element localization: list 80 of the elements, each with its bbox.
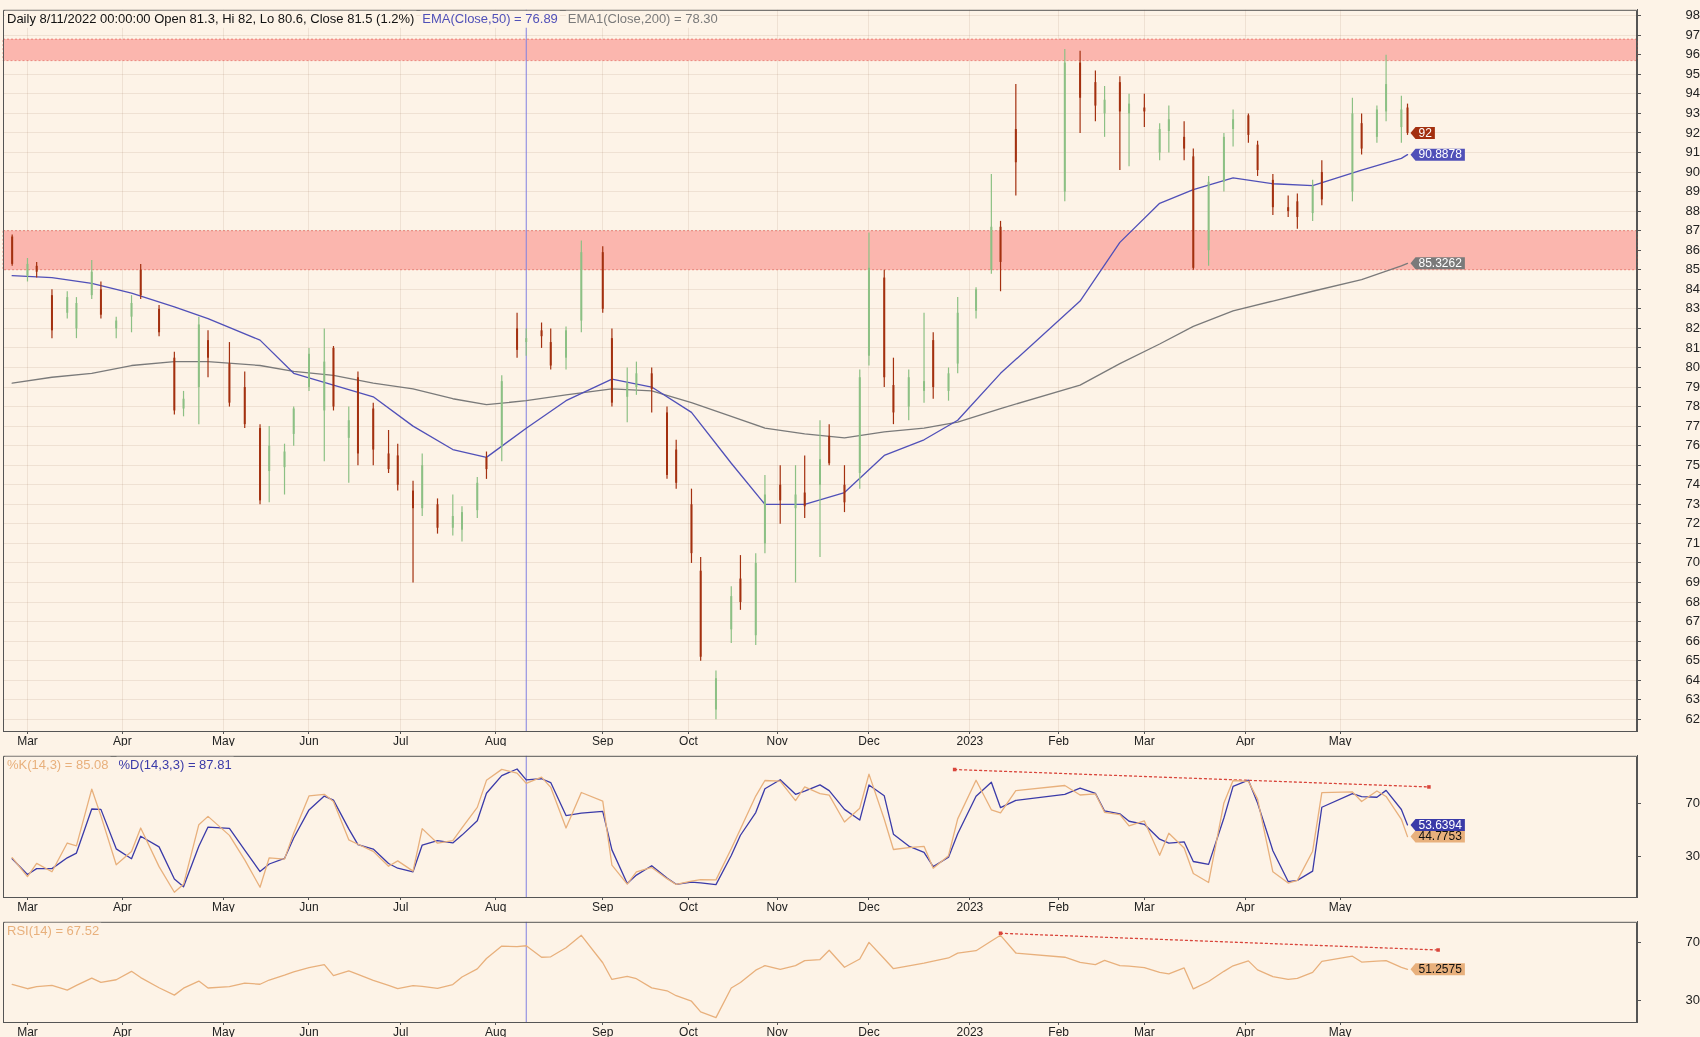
series-label: %K(14,3) = 85.08 [7,756,109,772]
y-tick-label: 70 [1685,554,1700,570]
x-tick-label: Jul [393,733,409,748]
y-tick-label: 30 [1685,991,1700,1007]
y-tick-label: 92 [1685,124,1700,140]
y-tick-label: 74 [1685,476,1700,492]
x-tick-label: 2023 [956,1024,984,1037]
x-tick-label: Feb [1048,733,1070,748]
x-tick-label: Oct [679,1024,699,1037]
data-label: 44.7753 [1418,829,1463,844]
y-tick-label: 75 [1685,456,1700,472]
y-tick-label: 78 [1685,398,1700,414]
y-tick-label: 67 [1685,613,1700,629]
y-tick-label: 72 [1685,515,1700,531]
data-label: 51.2575 [1418,962,1463,977]
x-tick-label: Jun [299,899,319,914]
text: EMA(Close,50) = 76.89 [422,10,558,26]
x-tick-label: 2023 [956,899,984,914]
x-tick-label: Jun [299,1024,319,1037]
x-tick-label: Nov [766,899,788,914]
x-tick-label: Nov [766,1024,788,1037]
x-tick-label: 2023 [956,733,984,748]
y-tick-label: 83 [1685,300,1700,316]
y-tick-label: 73 [1685,495,1700,511]
y-tick-label: 70 [1685,933,1700,949]
x-tick-label: Mar [17,1024,38,1037]
text: EMA1(Close,200) = 78.30 [567,10,718,26]
x-tick-label: Jul [393,1024,409,1037]
y-tick-label: 80 [1685,359,1700,375]
x-tick-label: Oct [679,733,699,748]
y-tick-label: 69 [1685,574,1700,590]
x-tick-label: Dec [858,899,880,914]
y-tick-label: 30 [1685,847,1700,863]
x-tick-label: Dec [858,1024,880,1037]
x-tick-label: Mar [1134,1024,1155,1037]
x-tick-label: Nov [766,733,788,748]
y-tick-label: 93 [1685,104,1700,120]
text: %D(14,3,3) = 87.81 [118,756,232,772]
y-tick-label: 65 [1685,652,1700,668]
y-tick-label: 63 [1685,691,1700,707]
y-tick-label: 90 [1685,163,1700,179]
data-label: 90.8878 [1418,147,1463,162]
y-tick-label: 68 [1685,593,1700,609]
y-tick-label: 87 [1685,222,1700,238]
y-tick-label: 86 [1685,241,1700,257]
y-tick-label: 70 [1685,794,1700,810]
x-tick-label: Feb [1048,899,1070,914]
y-tick-label: 89 [1685,183,1700,199]
y-tick-label: 81 [1685,339,1700,355]
y-tick-label: 64 [1685,671,1700,687]
y-tick-label: 77 [1685,417,1700,433]
y-tick-label: 79 [1685,378,1700,394]
y-tick-label: 95 [1685,65,1700,81]
data-label: 53.6394 [1418,817,1463,832]
y-tick-label: 82 [1685,319,1700,335]
y-tick-label: 88 [1685,202,1700,218]
chart-title: Daily 8/11/2022 00:00:00 Open 81.3, Hi 82, Lo 80.6, Close 81.5 (1.2%) [7,10,415,26]
text: RSI(14) = 67.52 [7,922,100,938]
text: 92 [1418,125,1432,140]
x-tick-label: Dec [858,733,880,748]
y-tick-label: 94 [1685,85,1700,101]
y-tick-label: 96 [1685,46,1700,62]
y-tick-label: 91 [1685,144,1700,160]
data-label: 85.3262 [1418,256,1463,271]
x-tick-label: Oct [679,899,699,914]
x-tick-label: Mar [1134,733,1155,748]
y-tick-label: 97 [1685,26,1700,42]
y-tick-label: 66 [1685,632,1700,648]
y-tick-label: 71 [1685,534,1700,550]
x-tick-label: Jul [393,899,409,914]
y-tick-label: 76 [1685,437,1700,453]
y-tick-label: 84 [1685,280,1700,296]
x-tick-label: Mar [17,733,38,748]
y-tick-label: 85 [1685,261,1700,277]
x-tick-label: Jun [299,733,319,748]
y-tick-label: 98 [1685,7,1700,23]
x-tick-label: Mar [1134,899,1155,914]
x-tick-label: Mar [17,899,38,914]
x-tick-label: Feb [1048,1024,1070,1037]
y-tick-label: 62 [1685,710,1700,726]
